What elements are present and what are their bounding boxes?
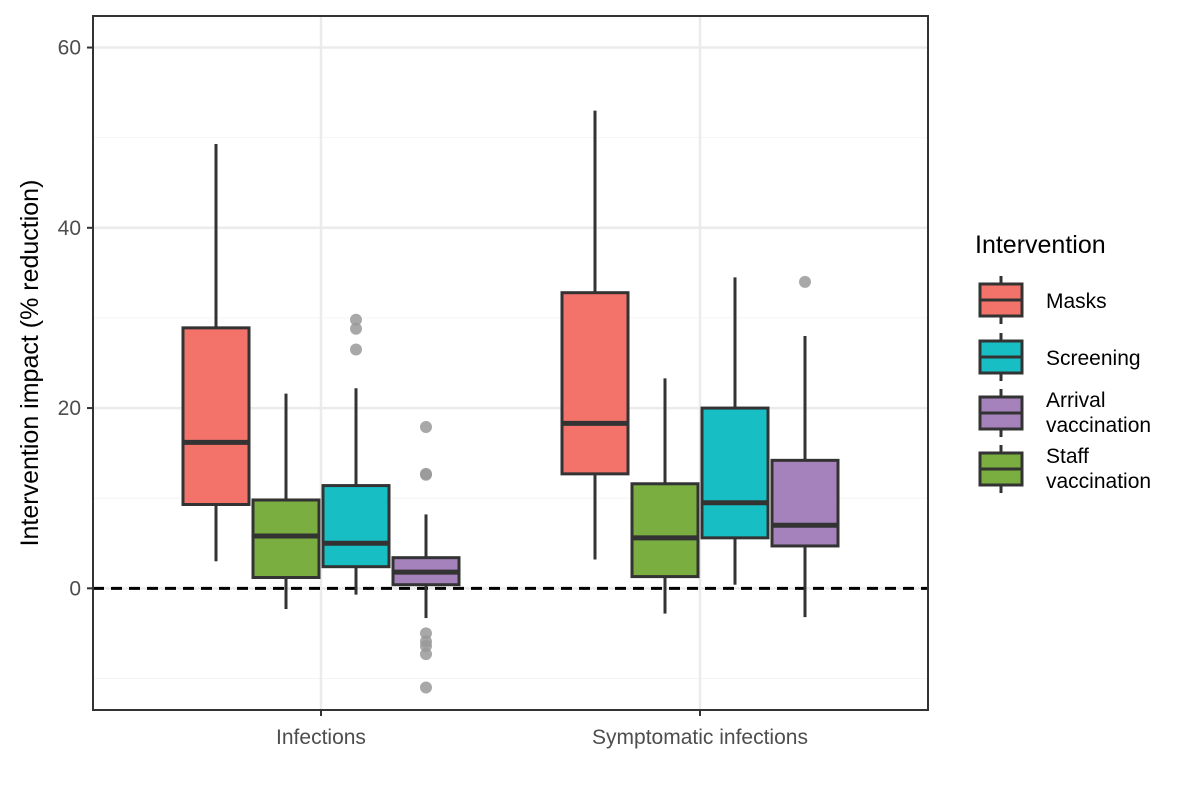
box-masks (560, 110, 630, 560)
axes: 0 20 40 60 Infections Symptomatic infections (58, 37, 808, 749)
legend-label-line: vaccination (1046, 470, 1151, 493)
outlier-point (420, 681, 432, 694)
legend-label-line: Masks (1046, 290, 1107, 313)
y-axis-title: Intervention impact (% reduction) (16, 180, 44, 547)
legend-label: Staff vaccination (1046, 445, 1151, 493)
box-body (321, 484, 391, 569)
outlier-point (420, 420, 432, 433)
box-staff-vaccination (251, 393, 321, 610)
legend-label: Masks (1046, 290, 1107, 313)
outlier-point (420, 648, 432, 661)
y-tick-label: 0 (69, 577, 81, 600)
legend-label-line: Staff (1046, 445, 1089, 468)
legend-label-line: Screening (1046, 347, 1141, 370)
outlier-point (799, 275, 811, 288)
box-arrival-vaccination (391, 420, 461, 694)
outlier-point (420, 468, 432, 481)
box-body (700, 406, 770, 540)
legend-entry-screening: Screening (978, 333, 1141, 381)
legend-title: Intervention (975, 231, 1106, 259)
y-tick-label: 60 (58, 37, 81, 60)
box-body (181, 326, 251, 507)
y-tick-label: 20 (58, 397, 81, 420)
boxplot-marks (181, 110, 840, 694)
legend-label-line: vaccination (1046, 414, 1151, 437)
box-body (560, 291, 630, 476)
legend-entry-staff-vaccination: Staff vaccination (978, 445, 1151, 493)
box-staff-vaccination (630, 378, 700, 614)
box-arrival-vaccination (770, 275, 840, 618)
legend-label: Screening (1046, 347, 1141, 370)
legend-label-line: Arrival (1046, 389, 1106, 412)
outlier-point (350, 322, 362, 335)
legend-label: Arrival vaccination (1046, 389, 1151, 437)
y-tick-label: 40 (58, 217, 81, 240)
box-screening (700, 277, 770, 585)
outlier-point (350, 343, 362, 356)
box-masks (181, 143, 251, 562)
box-body (770, 458, 840, 548)
box-screening (321, 313, 391, 595)
box-body (630, 482, 700, 579)
panel-border (92, 15, 929, 711)
legend-entry-arrival-vaccination: Arrival vaccination (978, 389, 1151, 437)
x-tick-label: Symptomatic infections (592, 726, 808, 749)
legend-entry-masks: Masks (978, 276, 1107, 324)
x-tick-label: Infections (276, 726, 366, 749)
box-body (251, 498, 321, 580)
outlier-point (350, 313, 362, 326)
